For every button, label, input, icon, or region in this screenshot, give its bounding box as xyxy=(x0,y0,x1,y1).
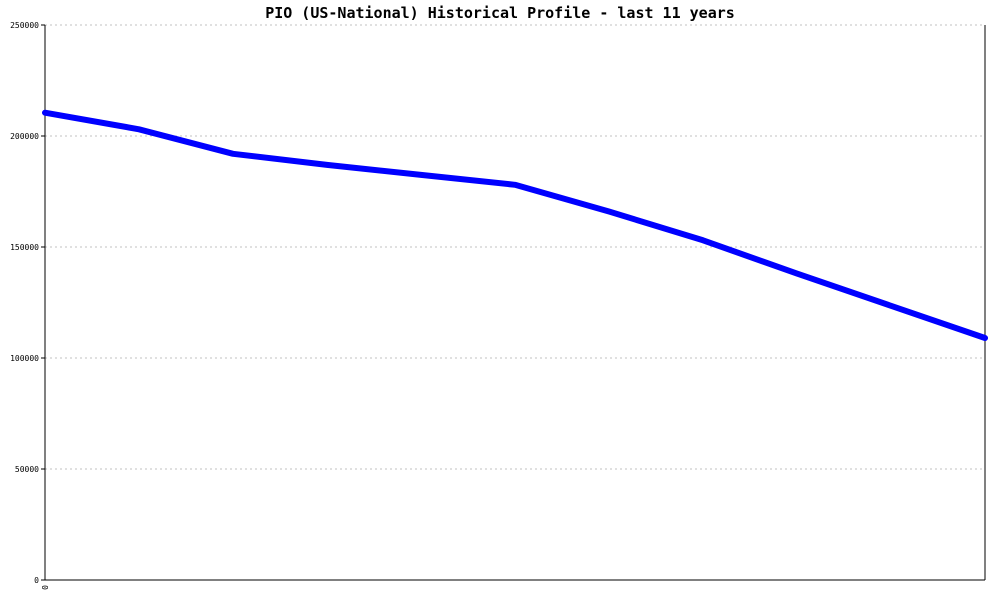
y-tick-label: 150000 xyxy=(10,243,39,252)
grid-layer xyxy=(45,24,985,470)
tick-layer: 0 50000 100000 150000 200000 250000 0 xyxy=(10,21,50,590)
y-tick-label: 250000 xyxy=(10,21,39,30)
series-layer xyxy=(42,109,988,341)
x-tick-label: 0 xyxy=(41,585,50,590)
chart-title: PIO (US-National) Historical Profile - l… xyxy=(265,4,735,22)
y-tick-label: 0 xyxy=(34,576,39,585)
y-tick-label: 100000 xyxy=(10,354,39,363)
series-line xyxy=(42,109,988,341)
y-tick-label: 50000 xyxy=(15,465,39,474)
axis-layer xyxy=(44,25,986,581)
y-tick-label: 200000 xyxy=(10,132,39,141)
